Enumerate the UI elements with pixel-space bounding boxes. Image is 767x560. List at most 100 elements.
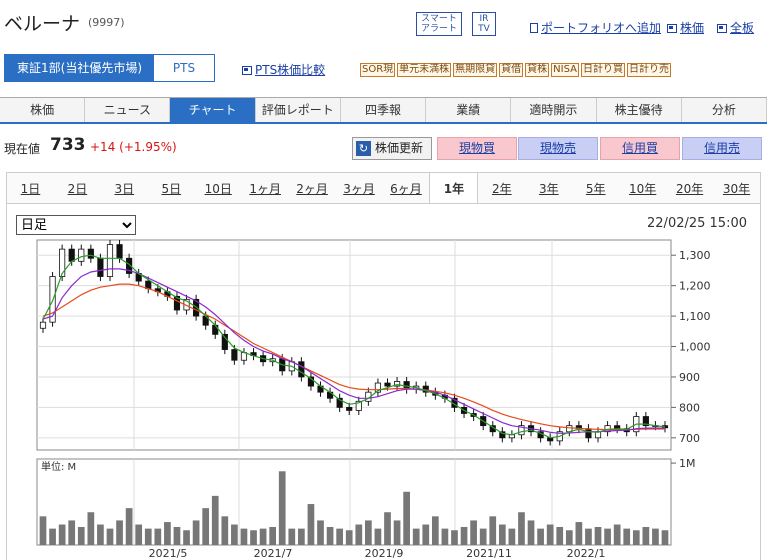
period-tab-0[interactable]: 1日 [20,182,41,196]
volume-bar [498,524,506,545]
volume-bar [365,520,372,545]
cash-sell-button[interactable]: 現物売 [518,137,598,160]
candle-body [298,361,305,378]
pts-compare-label: PTS株価比較 [255,63,326,77]
volume-bar [412,528,420,545]
trade-badges: SOR現 単元未満株 無期限貸 貸借 貸株 NISA 日計り買 日計り売 [360,63,673,77]
interval-select[interactable]: 日足 [16,215,136,235]
period-tab-15[interactable]: 30年 [722,182,751,196]
volume-bar [623,528,631,545]
candle-body [97,257,104,277]
volume-bar [632,530,640,545]
volume-bar [661,530,669,545]
candle-body [499,431,506,439]
price-link[interactable]: 株価 [667,19,704,36]
period-tab-4[interactable]: 10日 [204,182,232,196]
period-tab-7[interactable]: 3ヶ月 [343,182,375,196]
candle-body [78,248,85,262]
volume-bar [537,528,544,545]
pts-compare-link[interactable]: PTS株価比較 [242,61,325,78]
volume-bar [298,528,305,545]
x-tick-label: 2021/9 [365,547,404,560]
volume-bar [77,526,85,545]
nav-item-1[interactable]: ニュース [85,98,171,122]
window-icon [242,66,252,75]
volume-bar [87,512,95,545]
full-board-link[interactable]: 全板 [717,19,754,36]
nav-item-4[interactable]: 四季報 [340,98,427,122]
margin-sell-button[interactable]: 信用売 [682,137,762,160]
volume-bar [613,524,621,545]
volume-bar [259,528,267,545]
period-tab-11[interactable]: 3年 [538,182,559,196]
candle-body [374,382,382,393]
volume-bar [642,526,650,545]
smart-alert-button[interactable]: スマート アラート [416,12,462,36]
add-portfolio-label: ポートフォリオへ追加 [541,21,662,35]
refresh-price-button[interactable]: ↻ 株価更新 [352,137,432,160]
period-tab-2[interactable]: 3日 [114,182,135,196]
ir-tv-button[interactable]: IR TV [472,12,496,36]
volume-bar [565,530,573,545]
price-tick-label: 1,200 [679,280,711,293]
volume-bar [556,526,564,545]
nav-item-5[interactable]: 業績 [426,98,512,122]
volume-bar [164,522,171,545]
cash-buy-button[interactable]: 現物買 [437,137,517,160]
tab-pts[interactable]: PTS [154,55,214,81]
volume-bar [403,491,410,545]
period-tab-5[interactable]: 1ヶ月 [249,182,281,196]
add-portfolio-link[interactable]: ポートフォリオへ追加 [530,19,661,36]
volume-bar [355,524,363,545]
volume-bar [106,528,114,545]
badge-7: 日計り売 [626,63,671,77]
candle-body [231,349,238,361]
period-tab-1[interactable]: 2日 [67,182,88,196]
candle-body [173,295,181,311]
period-tab-10[interactable]: 2年 [492,182,512,196]
margin-buy-button[interactable]: 信用買 [600,137,680,160]
price-change: +14 (+1.95%) [90,140,177,154]
nav-item-2[interactable]: チャート [170,98,256,122]
nav-item-3[interactable]: 評価レポート [255,98,341,122]
period-tab-3[interactable]: 5日 [161,182,182,196]
volume-bar [326,526,334,545]
nav-item-7[interactable]: 株主優待 [596,98,682,122]
volume-bar [97,524,104,545]
period-tab-12[interactable]: 5年 [585,182,606,196]
volume-bar [135,524,143,545]
candle-body [116,244,123,259]
volume-bar [604,528,611,545]
candle-body [393,381,401,387]
x-tick-label: 2021/7 [254,547,293,560]
candle-body [68,248,75,262]
badge-4: 貸株 [525,63,550,77]
volume-bar [240,528,248,545]
nav-item-8[interactable]: 分析 [681,98,767,122]
nav-item-6[interactable]: 適時開示 [511,98,597,122]
nav-item-0[interactable]: 株価 [0,98,86,122]
document-icon [530,23,538,33]
volume-bar [508,528,516,545]
candle-body [355,400,362,411]
volume-plot-area [36,458,672,546]
candle-body [585,428,592,439]
volume-bar [489,516,497,545]
period-tab-8[interactable]: 6ヶ月 [390,182,422,196]
period-tab-6[interactable]: 2ヶ月 [296,182,328,196]
volume-bar [211,495,219,545]
price-label: 現在値 [4,142,41,156]
refresh-icon: ↻ [356,141,371,156]
volume-bar [250,530,257,545]
tab-tse[interactable]: 東証1部(当社優先市場) [5,55,154,81]
volume-bar [49,528,56,545]
candle-body [87,248,94,259]
volume-bar [221,516,229,545]
moving-average-long [42,283,665,431]
period-tab-13[interactable]: 10年 [629,182,657,196]
volume-tick-label: 1M [679,457,696,470]
period-tab-14[interactable]: 20年 [675,182,704,196]
stock-code: (9997) [88,16,125,29]
moving-average-mid [42,268,665,434]
volume-bar [546,524,554,545]
